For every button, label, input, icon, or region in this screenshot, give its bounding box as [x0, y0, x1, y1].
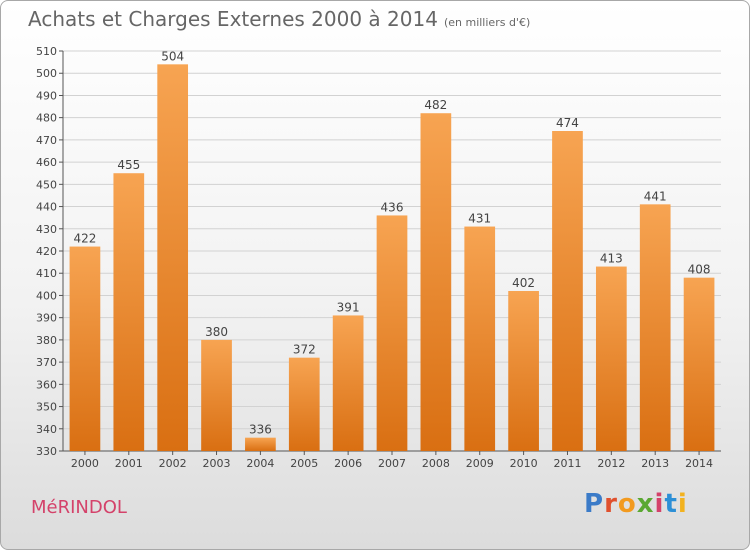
chart-subtitle: (en milliers d'€) — [443, 16, 531, 29]
logo-letter: i — [677, 489, 688, 519]
y-tick-label: 470 — [36, 134, 57, 147]
y-tick-label: 480 — [36, 112, 57, 125]
logo-letter: x — [636, 489, 655, 519]
bar — [508, 291, 539, 451]
logo-letter: t — [664, 489, 678, 519]
title-text: Achats et Charges Externes 2000 à 2014 — [28, 7, 438, 31]
y-tick-label: 410 — [36, 267, 57, 280]
bar — [157, 64, 189, 452]
data-label: 391 — [337, 300, 360, 314]
bar — [639, 204, 671, 451]
y-tick-label: 450 — [36, 178, 57, 191]
data-label: 402 — [512, 276, 535, 290]
data-label: 441 — [644, 189, 667, 203]
y-tick-label: 510 — [36, 45, 57, 58]
data-label: 504 — [161, 49, 184, 63]
logo-letter: P — [584, 489, 605, 519]
x-tick-label: 2012 — [597, 457, 625, 470]
data-label: 436 — [381, 200, 404, 214]
logo-letter: o — [617, 489, 637, 519]
x-tick-label: 2007 — [378, 457, 406, 470]
data-label: 336 — [249, 423, 272, 437]
x-tick-label: 2001 — [115, 457, 143, 470]
y-tick-label: 430 — [36, 223, 57, 236]
y-tick-label: 380 — [36, 334, 57, 347]
x-tick-label: 2000 — [71, 457, 99, 470]
chart-title: Achats et Charges Externes 2000 à 2014 (e… — [28, 7, 530, 31]
data-label: 474 — [556, 116, 579, 130]
proxiti-logo[interactable]: Proxiti — [584, 489, 688, 519]
bar — [113, 173, 145, 451]
y-tick-label: 460 — [36, 156, 57, 169]
y-tick-label: 360 — [36, 378, 57, 391]
y-tick-label: 500 — [36, 67, 57, 80]
logo-letter: i — [654, 489, 665, 519]
bar — [376, 215, 408, 451]
data-label: 372 — [293, 343, 316, 357]
y-tick-label: 390 — [36, 312, 57, 325]
x-tick-label: 2014 — [685, 457, 713, 470]
data-label: 431 — [468, 212, 491, 226]
data-label: 408 — [688, 263, 711, 277]
y-tick-label: 350 — [36, 401, 57, 414]
y-tick-label: 330 — [36, 445, 57, 458]
data-label: 413 — [600, 252, 623, 266]
x-tick-label: 2003 — [203, 457, 231, 470]
bar — [683, 277, 715, 451]
y-tick-label: 420 — [36, 245, 57, 258]
bar — [201, 339, 232, 451]
data-label: 482 — [424, 98, 447, 112]
bar — [245, 437, 276, 451]
x-tick-label: 2011 — [553, 457, 581, 470]
x-tick-label: 2004 — [246, 457, 274, 470]
commune-name: MéRINDOL — [31, 497, 127, 518]
x-tick-label: 2009 — [466, 457, 494, 470]
logo-letter: r — [604, 489, 618, 519]
bar — [552, 131, 583, 451]
bar — [464, 226, 496, 451]
bar — [69, 246, 101, 451]
bar — [332, 315, 364, 451]
x-tick-label: 2005 — [290, 457, 318, 470]
data-label: 380 — [205, 325, 228, 339]
x-tick-label: 2010 — [510, 457, 538, 470]
x-tick-label: 2006 — [334, 457, 362, 470]
y-tick-label: 440 — [36, 201, 57, 214]
x-tick-label: 2013 — [641, 457, 669, 470]
data-label: 422 — [73, 232, 96, 246]
y-tick-label: 490 — [36, 89, 57, 102]
y-tick-label: 370 — [36, 356, 57, 369]
x-tick-label: 2008 — [422, 457, 450, 470]
y-tick-label: 400 — [36, 289, 57, 302]
bar — [288, 357, 320, 451]
x-tick-label: 2002 — [159, 457, 187, 470]
bar — [420, 113, 452, 451]
y-tick-label: 340 — [36, 423, 57, 436]
data-label: 455 — [117, 158, 140, 172]
bar — [595, 266, 627, 451]
